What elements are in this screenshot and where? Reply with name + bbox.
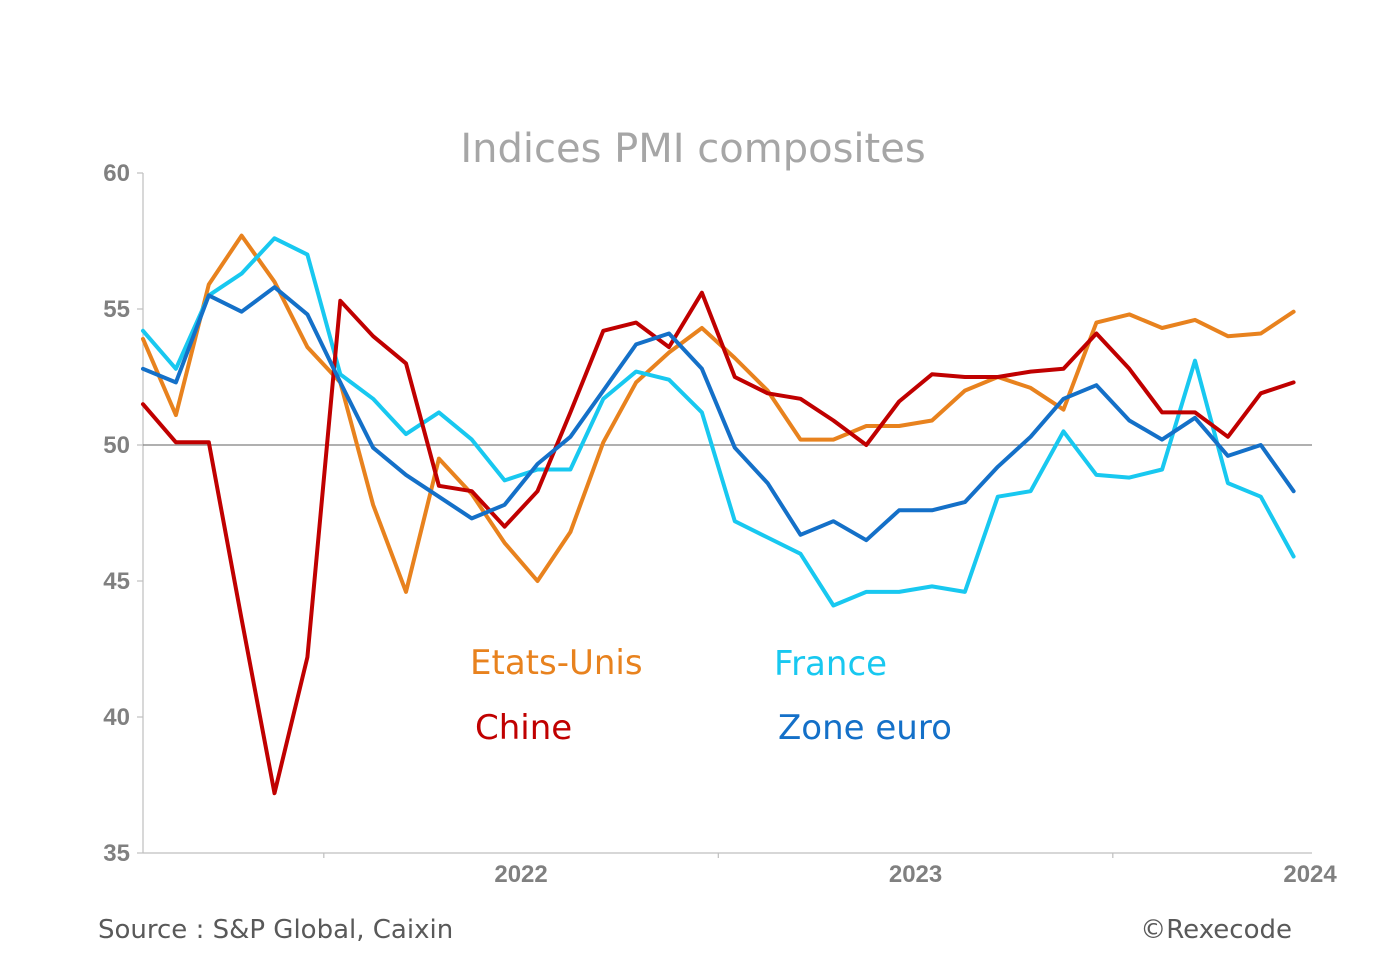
y-tick-label: 45 xyxy=(103,568,130,595)
x-tick-label: 2022 xyxy=(494,861,547,888)
y-tick-label: 35 xyxy=(103,840,130,867)
series-line-zone-euro xyxy=(141,285,1296,543)
y-tick-label: 40 xyxy=(103,704,130,731)
legend: Etats-Unis France Chine Zone euro xyxy=(470,643,952,748)
y-tick-label: 55 xyxy=(103,296,130,323)
chart-title: Indices PMI composites xyxy=(460,126,925,172)
y-ticks: 35 40 45 50 55 60 xyxy=(103,160,143,867)
series-line-chine xyxy=(141,290,1296,796)
x-tick-label: 2023 xyxy=(889,861,942,888)
y-tick-label: 50 xyxy=(103,432,130,459)
source-note: Source : S&P Global, Caixin xyxy=(98,915,453,945)
copyright-note: ©Rexecode xyxy=(1140,915,1292,945)
legend-label-zone-euro: Zone euro xyxy=(778,708,952,748)
axes xyxy=(142,173,1312,854)
legend-label-chine: Chine xyxy=(475,708,572,748)
series-layer xyxy=(141,233,1296,796)
legend-label-france: France xyxy=(774,644,887,684)
x-ticks: 2022 2023 2024 xyxy=(323,853,1337,888)
y-tick-label: 60 xyxy=(103,160,130,187)
x-tick-label: 2024 xyxy=(1283,861,1337,888)
legend-label-etats-unis: Etats-Unis xyxy=(470,643,643,683)
